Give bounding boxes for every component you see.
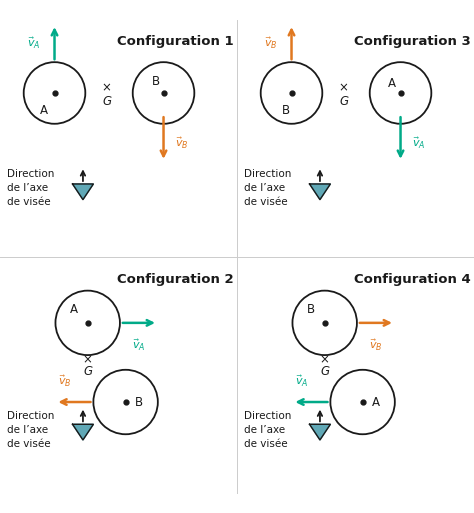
Text: B: B (152, 74, 161, 88)
Text: B: B (306, 303, 315, 316)
Text: Configuration 1: Configuration 1 (117, 35, 234, 48)
Polygon shape (73, 184, 93, 200)
Text: ×: × (320, 353, 329, 366)
Text: G: G (102, 94, 111, 108)
Text: B: B (282, 105, 290, 117)
Text: Direction
de l’axe
de visée: Direction de l’axe de visée (244, 410, 292, 448)
Text: Configuration 3: Configuration 3 (354, 35, 471, 48)
Text: ×: × (102, 81, 111, 94)
Text: $\vec{v}_B$: $\vec{v}_B$ (175, 135, 189, 150)
Text: ×: × (83, 353, 92, 366)
Text: G: G (83, 365, 92, 378)
Polygon shape (310, 184, 330, 200)
Text: $\vec{v}_A$: $\vec{v}_A$ (295, 373, 309, 389)
Text: ×: × (339, 81, 348, 94)
Text: G: G (339, 94, 348, 108)
Text: $\vec{v}_B$: $\vec{v}_B$ (264, 35, 277, 51)
Text: A: A (372, 396, 380, 408)
Text: $\vec{v}_B$: $\vec{v}_B$ (58, 373, 72, 389)
Text: G: G (320, 365, 329, 378)
Text: $\vec{v}_A$: $\vec{v}_A$ (27, 35, 40, 51)
Text: $\vec{v}_A$: $\vec{v}_A$ (132, 337, 146, 352)
Polygon shape (73, 424, 93, 440)
Text: Direction
de l’axe
de visée: Direction de l’axe de visée (7, 169, 55, 207)
Polygon shape (310, 424, 330, 440)
Text: A: A (388, 77, 396, 90)
Text: Configuration 4: Configuration 4 (354, 273, 471, 286)
Text: Direction
de l’axe
de visée: Direction de l’axe de visée (244, 169, 292, 207)
Text: B: B (135, 396, 143, 408)
Text: $\vec{v}_B$: $\vec{v}_B$ (369, 337, 383, 352)
Text: Direction
de l’axe
de visée: Direction de l’axe de visée (7, 410, 55, 448)
Text: A: A (40, 105, 48, 117)
Text: Configuration 2: Configuration 2 (117, 273, 234, 286)
Text: $\vec{v}_A$: $\vec{v}_A$ (412, 135, 426, 150)
Text: A: A (70, 303, 77, 316)
